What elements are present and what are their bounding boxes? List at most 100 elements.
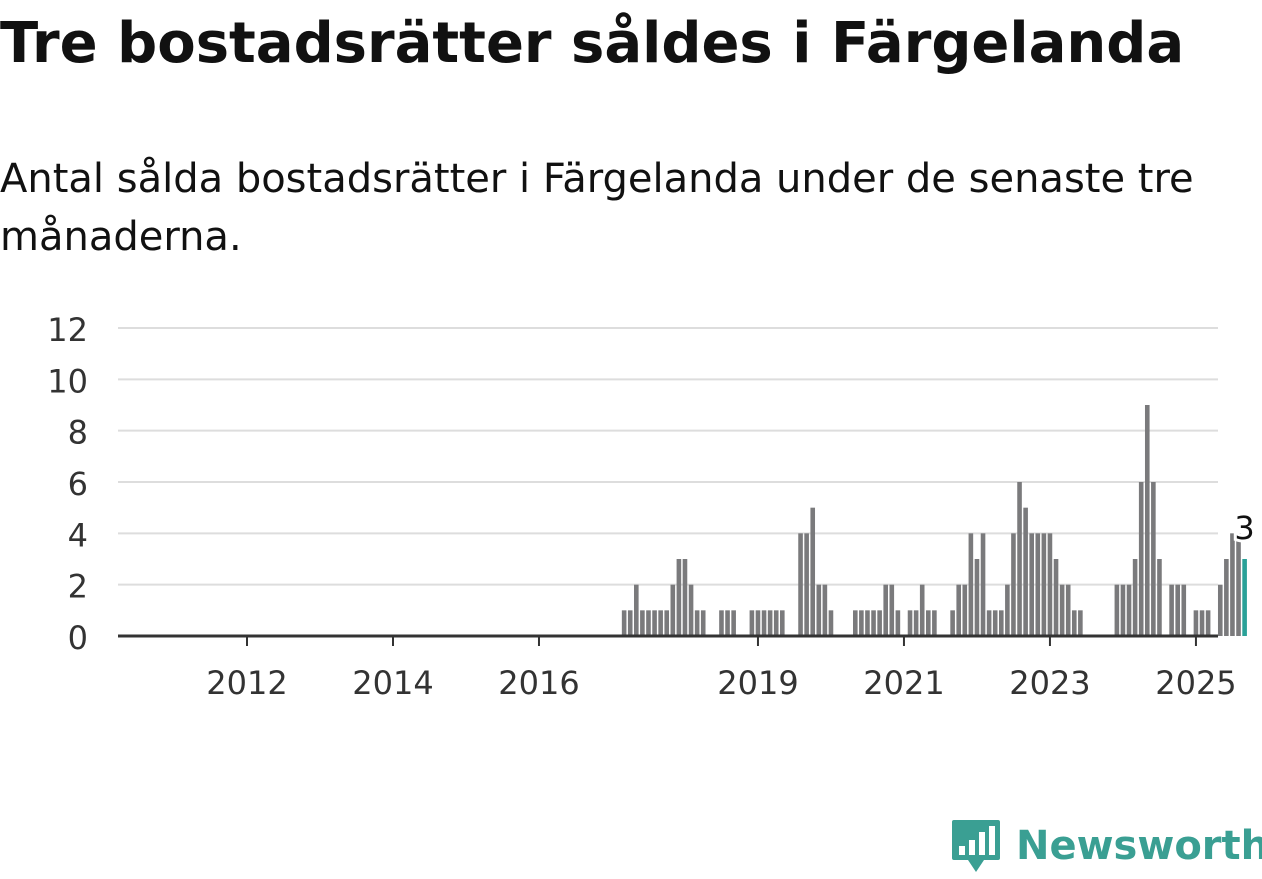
- bar: [1120, 584, 1126, 636]
- x-tick-label: 2014: [352, 664, 433, 702]
- bar: [1126, 584, 1132, 636]
- bar: [1053, 559, 1059, 636]
- bar: [1224, 559, 1229, 636]
- bar: [664, 610, 670, 636]
- bar: [1138, 482, 1144, 636]
- bar: [749, 610, 755, 636]
- bar: [919, 584, 925, 636]
- bar: [761, 610, 767, 636]
- bar: [646, 610, 651, 636]
- bar: [652, 610, 657, 636]
- chart-subtitle: Antal sålda bostadsrätter i Färgelanda u…: [0, 156, 1194, 260]
- bar: [627, 610, 633, 636]
- highlight-value-label: 3: [1234, 509, 1254, 547]
- bar: [676, 559, 682, 636]
- bar: [913, 610, 919, 636]
- bar-chart: 0 2 4 6 8 10 12 2012 2014 2016 2019 2021 2023 2025 3: [47, 311, 1255, 702]
- x-tick-label: 2019: [717, 664, 798, 702]
- bar: [1059, 584, 1065, 636]
- brand-name: Newsworthy: [1016, 823, 1262, 869]
- bar: [658, 610, 663, 636]
- bar: [1217, 584, 1223, 636]
- bar: [773, 610, 779, 636]
- bar: [780, 610, 785, 636]
- bar: [956, 584, 962, 636]
- y-axis-ticks: 0 2 4 6 8 10 12: [47, 311, 88, 657]
- bar: [1236, 533, 1241, 636]
- x-axis-ticks: 2012 2014 2016 2019 2021 2023 2025: [206, 636, 1237, 702]
- bar: [895, 610, 901, 636]
- bar: [640, 610, 645, 636]
- bar: [1041, 533, 1047, 636]
- bar: [719, 610, 724, 636]
- bar: [950, 610, 955, 636]
- x-tick-label: 2023: [1009, 664, 1090, 702]
- bar: [725, 610, 730, 636]
- bar: [986, 610, 992, 636]
- bar: [998, 610, 1004, 636]
- y-tick-label: 6: [68, 465, 88, 503]
- bar: [1078, 610, 1083, 636]
- bar: [694, 610, 700, 636]
- bar: [932, 610, 937, 636]
- bar: [816, 584, 822, 636]
- bar-highlight: [1242, 559, 1247, 636]
- bar: [1114, 584, 1120, 636]
- bar: [992, 610, 998, 636]
- bar: [670, 584, 676, 636]
- bar: [877, 610, 882, 636]
- bar: [804, 533, 809, 636]
- bar: [925, 610, 931, 636]
- bar: [1157, 559, 1162, 636]
- y-tick-label: 4: [68, 516, 88, 554]
- bar: [968, 533, 974, 636]
- bar: [1205, 610, 1211, 636]
- bar: [1023, 507, 1028, 636]
- bar: [907, 610, 913, 636]
- bar: [700, 610, 706, 636]
- bar: [798, 533, 803, 636]
- bar: [1181, 584, 1187, 636]
- bar: [1029, 533, 1034, 636]
- bar: [865, 610, 870, 636]
- bar: [889, 584, 895, 636]
- bar: [1005, 584, 1010, 636]
- bar: [621, 610, 627, 636]
- bar: [974, 559, 980, 636]
- bar: [634, 584, 639, 636]
- bar: [1011, 533, 1016, 636]
- bar: [1175, 584, 1180, 636]
- bar: [980, 533, 986, 636]
- bar: [1132, 559, 1138, 636]
- bar: [810, 507, 816, 636]
- bar: [1071, 610, 1077, 636]
- bar: [1065, 584, 1071, 636]
- bar: [828, 610, 834, 636]
- newsworthy-logo[interactable]: Newsworthy: [950, 818, 1262, 874]
- bars: [621, 405, 1247, 636]
- bar: [755, 610, 761, 636]
- bar: [859, 610, 864, 636]
- bar: [1035, 533, 1041, 636]
- bar: [1017, 482, 1022, 636]
- bar: [1230, 533, 1235, 636]
- bar: [731, 610, 736, 636]
- x-tick-label: 2016: [498, 664, 579, 702]
- chart-title: Tre bostadsrätter såldes i Färgelanda: [0, 11, 1185, 76]
- bar: [1151, 482, 1156, 636]
- bar: [962, 584, 968, 636]
- y-tick-label: 2: [68, 568, 88, 606]
- newsworthy-logo-icon: [952, 820, 1000, 872]
- grid-lines: [118, 327, 1218, 586]
- y-tick-label: 12: [47, 311, 88, 349]
- bar: [682, 559, 688, 636]
- y-tick-label: 0: [68, 619, 88, 657]
- y-tick-label: 10: [47, 362, 88, 400]
- bar: [1199, 610, 1205, 636]
- bar: [853, 610, 858, 636]
- bar: [871, 610, 876, 636]
- bar: [883, 584, 889, 636]
- x-tick-label: 2012: [206, 664, 287, 702]
- y-tick-label: 8: [68, 414, 88, 452]
- bar: [688, 584, 694, 636]
